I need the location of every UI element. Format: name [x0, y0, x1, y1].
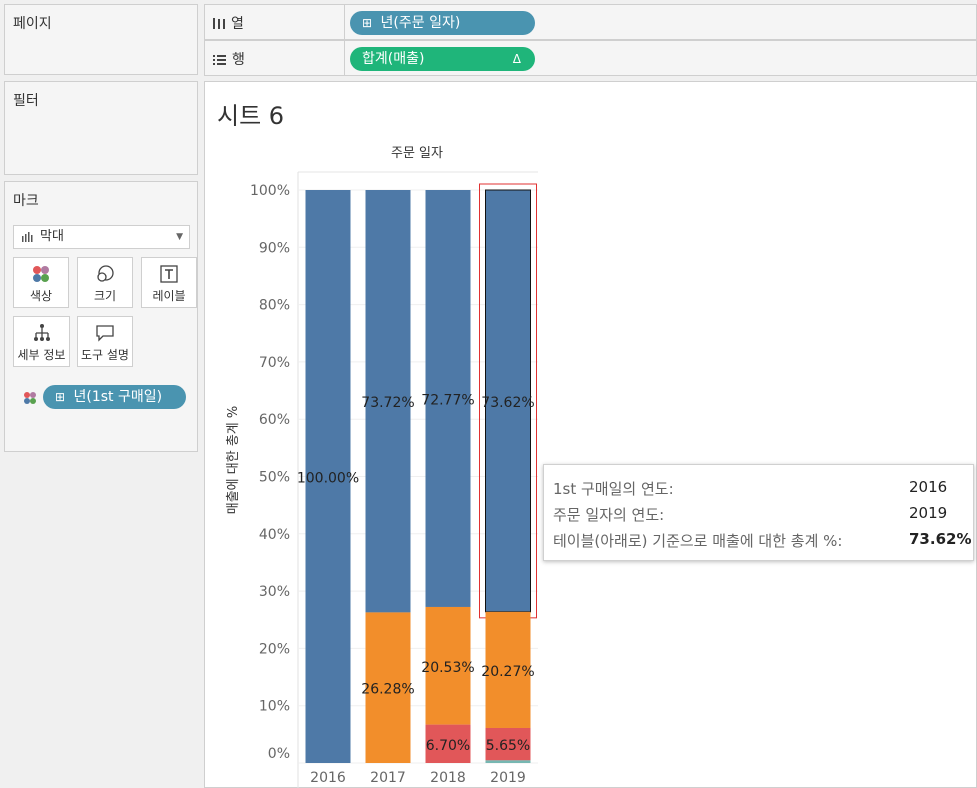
tooltip-key: 1st 구매일의 연도: [553, 480, 674, 498]
columns-icon [213, 17, 225, 29]
data-label: 100.00% [297, 471, 359, 487]
bar-chart-icon [22, 232, 33, 242]
rows-pill-label: 합계(매출) [362, 51, 425, 67]
bar-segment[interactable] [425, 606, 471, 725]
rows-label: 행 [232, 52, 245, 68]
bar-segment[interactable] [485, 611, 531, 728]
shelf-divider [344, 41, 345, 75]
chevron-down-icon[interactable]: ▼ [176, 232, 183, 242]
columns-pill-label: 년(주문 일자) [380, 15, 461, 31]
tooltip-popup: 1st 구매일의 연도: 2016 주문 일자의 연도: 2019 테이블(아래… [543, 464, 974, 561]
marks-title: 마크 [13, 193, 39, 209]
color-dots-icon [24, 392, 36, 404]
filters-title: 필터 [13, 93, 39, 109]
detail-button-label: 세부 정보 [17, 348, 66, 362]
y-axis-title: 매출에 대한 총계 % [226, 406, 241, 514]
size-button[interactable]: 크기 [77, 257, 133, 308]
label-button[interactable]: 레이블 [141, 257, 197, 308]
label-button-label: 레이블 [152, 289, 186, 303]
y-tick-label: 90% [259, 240, 290, 256]
data-label: 20.27% [481, 664, 534, 680]
sheet-title: 시트 6 [217, 102, 285, 130]
rows-shelf-label: 행 [213, 49, 245, 69]
x-tick-label: 2016 [310, 770, 346, 786]
tooltip-value: 73.62% [909, 530, 972, 548]
size-icon [97, 265, 114, 282]
y-tick-label: 100% [250, 183, 290, 199]
data-label: 73.72% [361, 395, 414, 411]
pages-panel: 페이지 [4, 4, 198, 75]
mark-type-dropdown[interactable]: 막대 ▼ [13, 225, 190, 249]
column-header: 주문 일자 [391, 146, 443, 161]
rows-icon [213, 54, 226, 65]
columns-shelf[interactable]: 열 ⊞ 년(주문 일자) [204, 4, 977, 40]
y-tick-label: 80% [259, 298, 290, 314]
tooltip-bubble-icon [96, 325, 114, 342]
columns-label: 열 [231, 16, 244, 32]
tooltip-key: 테이블(아래로) 기준으로 매출에 대한 총계 %: [553, 532, 843, 550]
tooltip-button[interactable]: 도구 설명 [77, 316, 133, 367]
y-tick-label: 30% [259, 584, 290, 600]
rows-pill[interactable]: 합계(매출) Δ [350, 47, 535, 71]
table-calc-delta-icon: Δ [512, 52, 521, 66]
x-tick-label: 2017 [370, 770, 406, 786]
bar-segment[interactable] [425, 190, 471, 607]
tooltip-value: 2016 [909, 478, 948, 496]
y-tick-label: 10% [259, 699, 290, 715]
tooltip-value: 2019 [909, 504, 948, 522]
columns-shelf-label: 열 [213, 13, 244, 33]
mark-type-value: 막대 [40, 229, 64, 244]
data-label: 26.28% [361, 682, 414, 698]
size-button-label: 크기 [93, 289, 117, 303]
detail-button[interactable]: 세부 정보 [13, 316, 70, 367]
data-label: 6.70% [426, 738, 470, 754]
y-tick-label: 50% [259, 470, 290, 486]
bar-segment[interactable] [425, 724, 471, 763]
label-text-icon [160, 265, 178, 283]
columns-pill[interactable]: ⊞ 년(주문 일자) [350, 11, 535, 35]
bar-segment[interactable] [365, 190, 411, 613]
pages-title: 페이지 [13, 16, 52, 32]
y-tick-label: 40% [259, 527, 290, 543]
tooltip-button-label: 도구 설명 [81, 348, 129, 362]
expand-plus-icon[interactable]: ⊞ [55, 390, 66, 404]
x-tick-label: 2018 [430, 770, 466, 786]
data-label: 5.65% [486, 738, 530, 754]
color-field-label: 년(1st 구매일) [73, 389, 163, 405]
rows-shelf[interactable]: 행 합계(매출) Δ [204, 40, 977, 76]
bar-segment[interactable] [485, 727, 531, 761]
marks-panel: 마크 막대 ▼ 색상 크기 레이블 세부 정보 도구 설명 [4, 181, 198, 452]
color-dots-icon [33, 266, 49, 282]
expand-plus-icon[interactable]: ⊞ [362, 16, 373, 30]
y-tick-label: 20% [259, 641, 290, 657]
bar-segment[interactable] [485, 189, 531, 613]
color-button-label: 색상 [29, 289, 53, 303]
filters-panel[interactable]: 필터 [4, 81, 198, 175]
data-label: 73.62% [481, 395, 534, 411]
y-tick-label: 70% [259, 355, 290, 371]
bar-segment[interactable] [305, 190, 351, 763]
color-button[interactable]: 색상 [13, 257, 69, 308]
tooltip-row: 테이블(아래로) 기준으로 매출에 대한 총계 %: 73.62% [553, 530, 971, 550]
y-tick-label: 60% [259, 412, 290, 428]
data-label: 72.77% [421, 392, 474, 408]
tooltip-row: 주문 일자의 연도: 2019 [553, 504, 963, 524]
color-field-pill[interactable]: ⊞ 년(1st 구매일) [43, 385, 186, 409]
tooltip-row: 1st 구매일의 연도: 2016 [553, 478, 963, 498]
bar-segment[interactable] [485, 760, 531, 763]
shelf-divider [344, 5, 345, 39]
detail-hierarchy-icon [33, 324, 50, 341]
bar-segment[interactable] [365, 612, 411, 763]
data-label: 20.53% [421, 660, 474, 676]
y-tick-label: 0% [268, 746, 290, 762]
x-tick-label: 2019 [490, 770, 526, 786]
tooltip-key: 주문 일자의 연도: [553, 506, 665, 524]
